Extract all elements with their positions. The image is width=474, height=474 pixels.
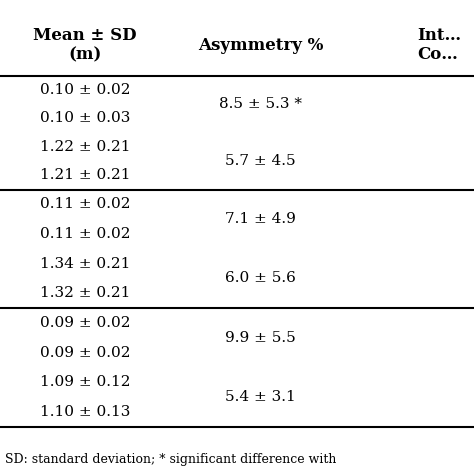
Text: 1.32 ± 0.21: 1.32 ± 0.21 [40,286,130,301]
Text: 0.10 ± 0.02: 0.10 ± 0.02 [40,83,130,97]
Text: 8.5 ± 5.3 *: 8.5 ± 5.3 * [219,97,302,111]
Text: 0.10 ± 0.03: 0.10 ± 0.03 [40,111,130,126]
Text: 0.09 ± 0.02: 0.09 ± 0.02 [40,346,130,360]
Text: 9.9 ± 5.5: 9.9 ± 5.5 [225,331,296,345]
Text: 1.22 ± 0.21: 1.22 ± 0.21 [40,140,130,154]
Text: 6.0 ± 5.6: 6.0 ± 5.6 [225,272,296,285]
Text: 0.09 ± 0.02: 0.09 ± 0.02 [40,316,130,330]
Text: 1.09 ± 0.12: 1.09 ± 0.12 [40,375,130,389]
Text: 0.11 ± 0.02: 0.11 ± 0.02 [40,197,130,211]
Text: 1.34 ± 0.21: 1.34 ± 0.21 [40,256,130,271]
Text: 5.4 ± 3.1: 5.4 ± 3.1 [225,390,296,404]
Text: Asymmetry %: Asymmetry % [198,36,323,54]
Text: 1.21 ± 0.21: 1.21 ± 0.21 [40,168,130,182]
Text: 1.10 ± 0.13: 1.10 ± 0.13 [40,405,130,419]
Text: 7.1 ± 4.9: 7.1 ± 4.9 [225,212,296,226]
Text: Int…
Co…: Int… Co… [417,27,461,64]
Text: SD: standard deviation; * significant difference with: SD: standard deviation; * significant di… [5,453,336,466]
Text: Mean ± SD
(m): Mean ± SD (m) [34,27,137,64]
Text: 0.11 ± 0.02: 0.11 ± 0.02 [40,227,130,241]
Text: 5.7 ± 4.5: 5.7 ± 4.5 [225,154,296,168]
